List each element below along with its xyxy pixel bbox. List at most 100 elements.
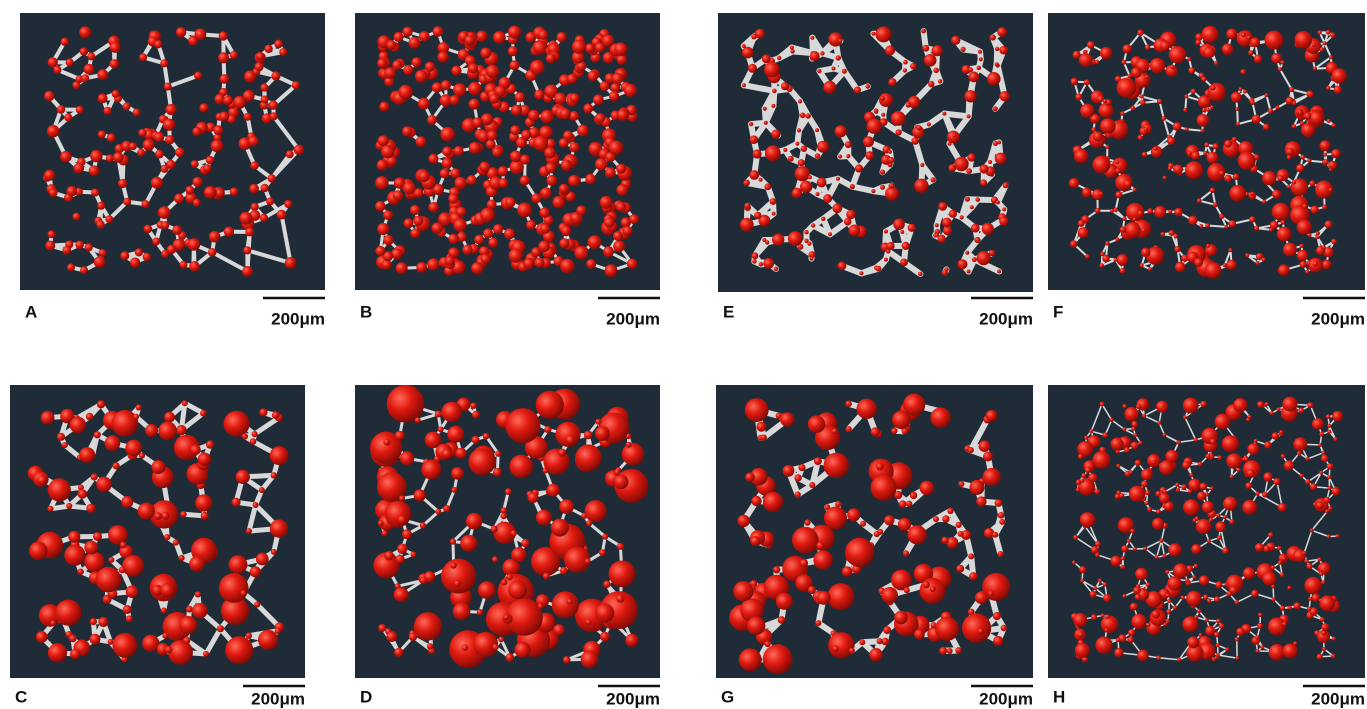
pore [960,46,966,53]
pore [603,580,611,588]
pore [988,160,993,164]
pore [505,408,541,444]
pore [1331,123,1336,128]
pore [242,266,253,277]
pore [886,241,895,251]
pore [493,468,502,477]
pore [989,34,996,41]
pore [845,400,852,408]
pore [505,598,543,636]
pore [414,417,421,424]
pore [47,478,71,502]
pore [1081,187,1092,198]
pore [442,146,453,157]
pore [465,512,483,530]
pore [876,638,883,645]
pore [884,515,895,526]
pore [83,63,95,75]
pore [553,624,565,636]
pore [160,583,175,598]
pore [558,448,567,457]
pore [979,164,989,174]
pore [377,222,390,236]
pore [492,643,499,651]
pore [836,176,840,181]
pore [1116,463,1121,468]
pore [79,26,92,39]
pore [1306,563,1313,570]
pore [1159,492,1170,504]
scale-label: 200μm [979,689,1033,708]
pore [1275,105,1280,110]
pore [823,80,837,94]
pore [187,238,201,251]
throat [1185,128,1204,132]
pore [931,45,943,57]
pore [789,45,794,50]
pore [1250,100,1255,105]
pore [121,140,132,152]
panel [1048,385,1365,678]
pore [480,113,494,126]
pore [764,640,771,648]
pore [751,495,762,507]
throat [1256,492,1283,509]
pore [291,81,300,90]
pore [86,503,96,513]
pore [200,409,207,417]
pore [787,155,794,162]
pore [1209,105,1214,110]
pore [1154,555,1159,560]
pore [997,551,1004,557]
pore [1120,556,1126,561]
pore [1303,112,1312,120]
pore [1224,224,1229,229]
pore [780,412,795,427]
pore [519,104,531,116]
pore [777,616,786,624]
pore [616,201,627,212]
pore [1165,64,1178,77]
pore [84,540,99,555]
pore [1173,164,1183,175]
pore [985,409,998,422]
pore [1193,437,1198,442]
throat [1164,484,1179,493]
pore [798,99,803,104]
throat [1303,529,1313,554]
pore [1100,118,1116,134]
pore [1195,33,1203,41]
pore [164,534,171,541]
pore [1236,468,1241,473]
throat [1084,525,1099,545]
pore [815,128,820,133]
pore [152,237,161,246]
scale-label: 200μm [251,689,305,708]
pore [1286,184,1291,189]
pore [1264,402,1269,407]
pore [439,168,450,179]
pore [165,104,177,116]
pore [585,173,596,185]
pore [807,241,812,246]
pore [505,197,516,208]
pore [270,472,277,479]
pore [763,258,775,269]
pore [845,537,875,568]
pore [89,618,97,626]
pore [189,261,200,272]
pore [1246,417,1251,422]
pore [1154,205,1167,219]
pore [1122,594,1127,599]
pore [625,441,632,448]
pore [1132,547,1137,551]
pore [900,230,905,234]
throat [203,626,223,657]
pore [96,220,105,229]
pore [451,65,462,76]
pore [1312,260,1319,267]
pore [623,83,637,97]
pore [1235,122,1240,127]
pore [424,431,442,449]
pore [951,35,961,45]
